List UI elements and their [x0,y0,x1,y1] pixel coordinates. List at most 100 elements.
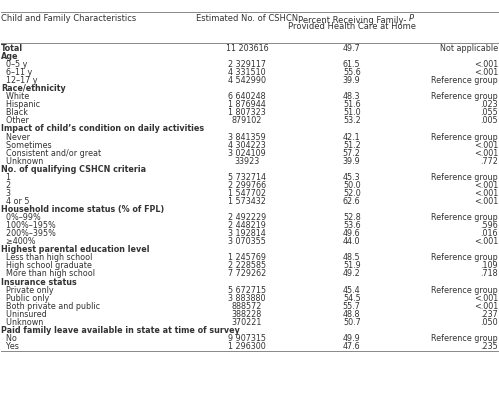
Text: 2 329117: 2 329117 [228,60,266,69]
Text: 39.9: 39.9 [343,157,361,166]
Text: 33923: 33923 [235,157,259,166]
Text: 48.5: 48.5 [343,253,361,262]
Text: 1 807323: 1 807323 [228,109,266,117]
Text: 1 876944: 1 876944 [228,100,266,109]
Text: Percent Receiving Family-: Percent Receiving Family- [297,16,406,25]
Text: 54.5: 54.5 [343,293,361,302]
Text: Household income status (% of FPL): Household income status (% of FPL) [1,205,164,214]
Text: 57.2: 57.2 [343,149,361,157]
Text: Provided Health Care at Home: Provided Health Care at Home [288,22,416,31]
Text: Age: Age [1,52,18,61]
Text: 4 542990: 4 542990 [228,76,266,85]
Text: No: No [1,334,17,343]
Text: ≥400%: ≥400% [1,237,35,246]
Text: Unknown: Unknown [1,157,43,166]
Text: Reference group: Reference group [431,132,498,141]
Text: Consistent and/or great: Consistent and/or great [1,149,101,157]
Text: Unknown: Unknown [1,318,43,327]
Text: 50.7: 50.7 [343,318,361,327]
Text: 2 228585: 2 228585 [228,261,266,270]
Text: 5 732714: 5 732714 [228,173,266,182]
Text: 49.9: 49.9 [343,334,361,343]
Text: 1 296300: 1 296300 [228,342,266,351]
Text: 51.0: 51.0 [343,109,361,117]
Text: .050: .050 [481,318,498,327]
Text: 4 331510: 4 331510 [228,68,266,77]
Text: 4 304223: 4 304223 [228,141,266,150]
Text: .005: .005 [481,116,498,125]
Text: .016: .016 [481,229,498,238]
Text: Other: Other [1,116,29,125]
Text: 200%–395%: 200%–395% [1,229,56,238]
Text: <.001: <.001 [474,68,498,77]
Text: 2 299766: 2 299766 [228,181,266,190]
Text: 4 or 5: 4 or 5 [1,197,29,206]
Text: 53.6: 53.6 [343,221,361,230]
Text: Yes: Yes [1,342,19,351]
Text: .596: .596 [480,221,498,230]
Text: No. of qualifying CSHCN criteria: No. of qualifying CSHCN criteria [1,165,146,174]
Text: Reference group: Reference group [431,286,498,295]
Text: Child and Family Characteristics: Child and Family Characteristics [1,14,136,23]
Text: 370221: 370221 [232,318,262,327]
Text: Reference group: Reference group [431,92,498,101]
Text: 7 729262: 7 729262 [228,270,266,278]
Text: 45.3: 45.3 [343,173,361,182]
Text: 62.6: 62.6 [343,197,361,206]
Text: 42.1: 42.1 [343,132,361,141]
Text: 388228: 388228 [232,310,262,319]
Text: 39.9: 39.9 [343,76,361,85]
Text: 100%–195%: 100%–195% [1,221,56,230]
Text: P: P [409,14,414,23]
Text: Paid family leave available in state at time of survey: Paid family leave available in state at … [1,326,240,335]
Text: 52.0: 52.0 [343,189,361,198]
Text: Reference group: Reference group [431,334,498,343]
Text: Reference group: Reference group [431,213,498,222]
Text: 48.3: 48.3 [343,92,361,101]
Text: 3 841359: 3 841359 [228,132,266,141]
Text: 55.7: 55.7 [343,302,361,311]
Text: 61.5: 61.5 [343,60,361,69]
Text: 45.4: 45.4 [343,286,361,295]
Text: 50.0: 50.0 [343,181,361,190]
Text: Not applicable: Not applicable [440,44,498,53]
Text: White: White [1,92,29,101]
Text: Never: Never [1,132,30,141]
Text: Public only: Public only [1,293,49,302]
Text: Less than high school: Less than high school [1,253,92,262]
Text: 3: 3 [1,189,11,198]
Text: 47.6: 47.6 [343,342,361,351]
Text: 51.2: 51.2 [343,141,361,150]
Text: 12–17 y: 12–17 y [1,76,37,85]
Text: <.001: <.001 [474,293,498,302]
Text: Hispanic: Hispanic [1,100,40,109]
Text: 6–11 y: 6–11 y [1,68,32,77]
Text: More than high school: More than high school [1,270,95,278]
Text: <.001: <.001 [474,60,498,69]
Text: 49.6: 49.6 [343,229,361,238]
Text: <.001: <.001 [474,237,498,246]
Text: 1 547702: 1 547702 [228,189,266,198]
Text: 2 448219: 2 448219 [228,221,266,230]
Text: <.001: <.001 [474,149,498,157]
Text: 0–5 y: 0–5 y [1,60,27,69]
Text: 1 245769: 1 245769 [228,253,266,262]
Text: <.001: <.001 [474,197,498,206]
Text: 5 672715: 5 672715 [228,286,266,295]
Text: Total: Total [1,44,23,53]
Text: 44.0: 44.0 [343,237,361,246]
Text: Insurance status: Insurance status [1,277,77,286]
Text: .109: .109 [481,261,498,270]
Text: 0%–99%: 0%–99% [1,213,41,222]
Text: 879102: 879102 [232,116,262,125]
Text: 3 192814: 3 192814 [228,229,266,238]
Text: Sometimes: Sometimes [1,141,51,150]
Text: 2 492229: 2 492229 [228,213,266,222]
Text: 48.8: 48.8 [343,310,361,319]
Text: Highest parental education level: Highest parental education level [1,245,150,254]
Text: 11 203616: 11 203616 [226,44,268,53]
Text: 3 024109: 3 024109 [228,149,266,157]
Text: Black: Black [1,109,28,117]
Text: 51.6: 51.6 [343,100,361,109]
Text: <.001: <.001 [474,189,498,198]
